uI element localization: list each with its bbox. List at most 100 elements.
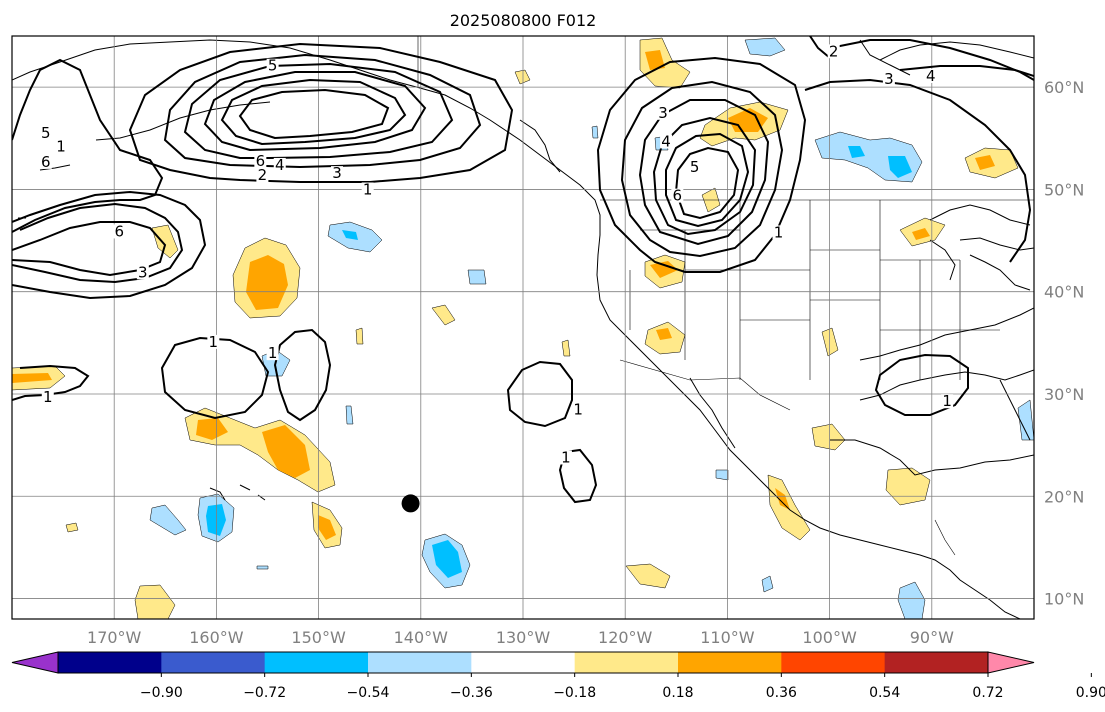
contour-label: 5 [690, 158, 700, 176]
positive-anomaly-core [775, 488, 790, 510]
negative-anomaly-region [345, 405, 354, 425]
contour-label: 1 [43, 388, 53, 406]
contour-label: 6 [256, 152, 266, 170]
positive-anomaly-region [514, 69, 531, 85]
colorbar-tick-label: 0.54 [869, 685, 900, 701]
location-marker [401, 494, 420, 513]
colorbar-segments [11, 651, 1035, 674]
contour-label-bg [671, 188, 684, 203]
contour-label-bg [941, 394, 954, 409]
contour-label: 6 [673, 187, 683, 205]
contour-label-bg [660, 134, 673, 149]
contour-label-bg [559, 450, 572, 465]
negative-anomaly-core [848, 146, 912, 178]
negative-anomaly-region [467, 269, 487, 285]
contour-label: 5 [268, 57, 278, 75]
latitude-tick-labels: 60°N 50°N 40°N 30°N 20°N 10°N [1044, 78, 1084, 608]
colorbar-tick-label: −0.54 [347, 685, 390, 701]
contour-label-bg [827, 44, 840, 59]
contour-label-bg [772, 225, 785, 240]
contour-label-bg [882, 72, 895, 87]
contour-label: 4 [661, 132, 671, 150]
positive-anomaly-core [318, 515, 336, 540]
line-contours [12, 36, 1034, 504]
contour-label-bg [657, 105, 670, 120]
contour-label: 1 [561, 448, 571, 466]
positive-anomaly-region [561, 339, 571, 357]
lon-tick-label: 170°W [87, 628, 142, 647]
negative-anomaly-core [432, 540, 462, 578]
contour-label-bg [273, 157, 286, 172]
map-title: 2025080800 F012 [450, 11, 597, 30]
positive-anomaly-region [431, 304, 456, 326]
positive-anomaly-region [625, 563, 671, 589]
positive-anomaly-core [196, 418, 310, 478]
colorbar-tick-label: 0.36 [766, 685, 797, 701]
colorbar-frame [57, 651, 989, 674]
contour-label-bg [39, 126, 52, 141]
contour-label: 3 [884, 70, 894, 88]
positive-anomaly-region [821, 327, 839, 357]
negative-anomaly-region [761, 575, 774, 593]
colorbar-segment [884, 652, 989, 673]
lon-tick-label: 150°W [291, 628, 346, 647]
contour-label: 3 [138, 263, 148, 281]
contour-label: 2 [258, 166, 268, 184]
positive-anomaly-core [656, 328, 672, 340]
map-frame [11, 35, 1035, 620]
lat-tick-label: 40°N [1044, 283, 1084, 302]
positive-anomaly-region [355, 327, 364, 345]
colorbar-segment [781, 652, 886, 673]
contour-label: 1 [268, 344, 278, 362]
colorbar-tick-marks [160, 673, 1092, 677]
positive-anomaly-core [912, 228, 930, 240]
negative-anomaly-region [256, 565, 269, 570]
contour-label: 4 [275, 156, 285, 174]
contour-label-bg [361, 182, 374, 197]
colorbar-tick-label: −0.72 [243, 685, 286, 701]
negative-anomaly-region [149, 504, 187, 536]
colorbar-segment [678, 652, 782, 673]
contour-label: 4 [926, 67, 936, 85]
colorbar-segment [161, 652, 266, 673]
lat-tick-label: 20°N [1044, 487, 1084, 506]
contour-label-bg [39, 154, 52, 169]
contour-label: 2 [829, 42, 839, 60]
contour-label: 3 [332, 164, 342, 182]
positive-anomaly-core [645, 50, 665, 70]
negative-anomaly-core [342, 230, 358, 240]
colorbar-segment [574, 652, 679, 673]
lat-tick-label: 60°N [1044, 78, 1084, 97]
lat-tick-label: 50°N [1044, 180, 1084, 199]
positive-anomaly-region [639, 37, 691, 89]
positive-anomaly-core [12, 373, 52, 383]
contour-label: 1 [573, 400, 583, 418]
contour-label: 1 [363, 180, 373, 198]
colorbar-tick-label: 0.18 [662, 685, 693, 701]
lon-tick-label: 130°W [496, 628, 551, 647]
contour-label-bg [136, 265, 149, 280]
contour-label-bg [266, 58, 279, 73]
positive-anomaly-core [246, 255, 288, 310]
contour-label-bg [207, 334, 220, 349]
positive-anomaly-core [650, 261, 678, 278]
colorbar-tick-label: −0.18 [553, 685, 596, 701]
gridlines [12, 36, 1034, 619]
contour-label-bg [55, 139, 68, 154]
colorbar-segment [471, 652, 576, 673]
contour-label: 1 [774, 223, 784, 241]
colorbar-tick-label: −0.36 [450, 685, 493, 701]
contour-label-bg [924, 68, 937, 83]
positive-anomaly-region [134, 584, 176, 619]
contour-label: 1 [56, 138, 66, 156]
lon-tick-label: 160°W [189, 628, 244, 647]
colorbar-segment [264, 652, 369, 673]
contour-label-bg [256, 168, 269, 183]
lon-tick-label: 140°W [394, 628, 449, 647]
contour-label: 1 [942, 392, 952, 410]
negative-anomaly-region [744, 37, 786, 57]
colorbar-extend-max [987, 651, 1035, 674]
colorbar-tick-label: −0.90 [140, 685, 183, 701]
lat-tick-label: 30°N [1044, 385, 1084, 404]
